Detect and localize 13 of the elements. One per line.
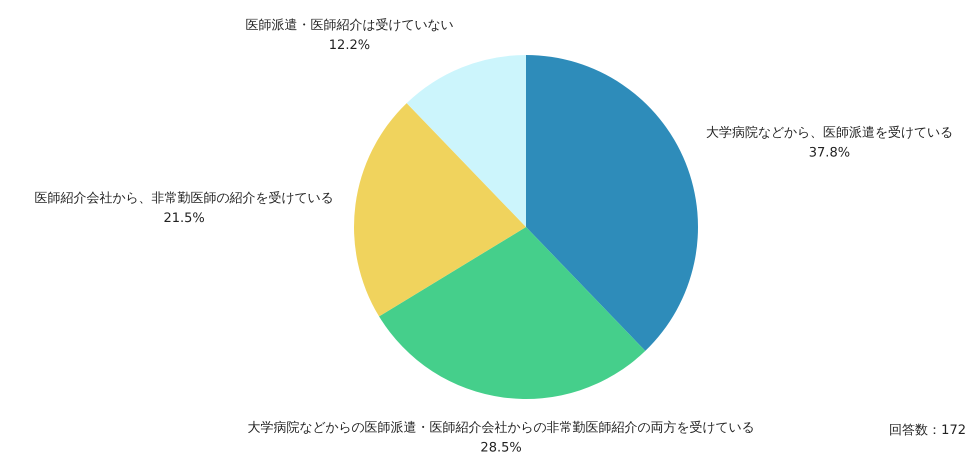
text: 回答数：172 [889,422,966,439]
data-label: 37.8% [808,145,850,160]
slice-label: 医師紹介会社から、非常勤医師の紹介を受けている [34,191,334,206]
slice-label: 大学病院などからの医師派遣・医師紹介会社からの非常勤医師紹介の両方を受けている [248,419,755,436]
pie-slice [354,103,526,316]
data-label: 28.5% [480,440,522,456]
pie-slice [526,55,698,351]
slice-label: 医師派遣・医師紹介は受けていない [245,18,454,34]
pie-slice [406,55,526,227]
data-label: 12.2% [328,38,370,54]
pie-slice [379,227,646,399]
slice-label: 大学病院などから、医師派遣を受けている [706,125,953,140]
data-label: 21.5% [163,211,205,226]
